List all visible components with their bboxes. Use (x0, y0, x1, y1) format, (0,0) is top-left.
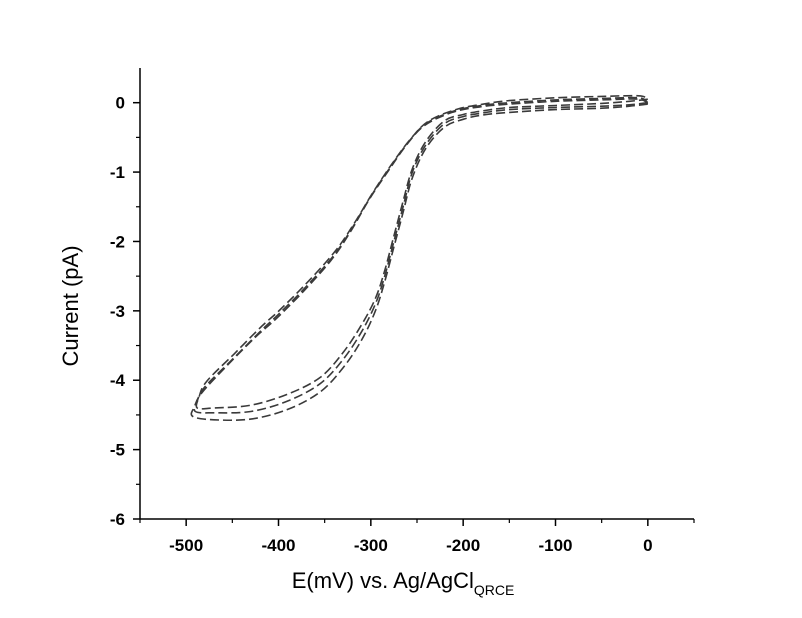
y-axis-title: Current (pA) (58, 245, 83, 366)
y-tick-label: -6 (110, 510, 125, 529)
series-line-3 (195, 94, 649, 410)
x-axis-title: E(mV) vs. Ag/AgClQRCE (292, 568, 515, 598)
series-line-1 (193, 96, 649, 414)
x-tick-label: -500 (169, 536, 203, 555)
x-tick-label: -100 (538, 536, 572, 555)
plot-area (190, 94, 649, 422)
x-tick-label: -200 (446, 536, 480, 555)
series-line-2 (190, 98, 649, 422)
x-tick-label: 0 (643, 536, 652, 555)
y-tick-label: -2 (110, 232, 125, 251)
x-tick-label: -400 (261, 536, 295, 555)
y-tick-label: -3 (110, 302, 125, 321)
x-tick-label: -300 (354, 536, 388, 555)
y-tick-label: 0 (116, 94, 125, 113)
y-tick-label: -1 (110, 163, 125, 182)
axes: 0 -1 -2 -3 -4 -5 -6 -500 -400 -300 -200 -100 0 (110, 68, 695, 555)
y-tick-label: -4 (110, 371, 126, 390)
y-tick-label: -5 (110, 441, 125, 460)
